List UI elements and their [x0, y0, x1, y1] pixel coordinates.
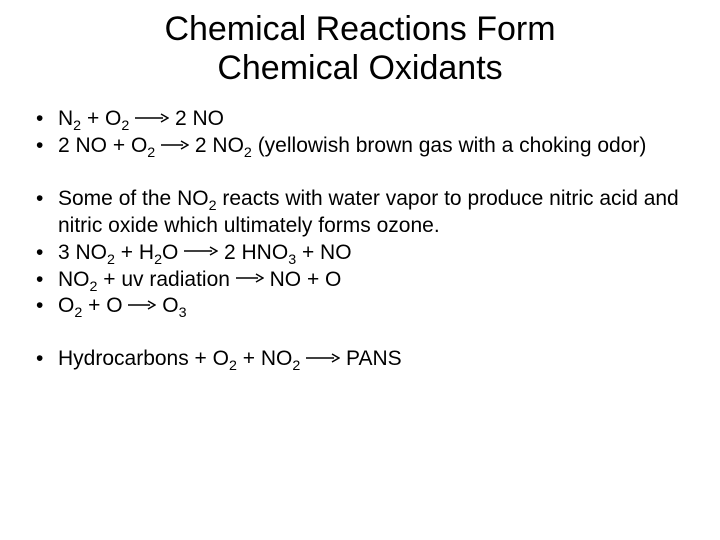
- bullet-group-1: N2 + O2 2 NO2 NO + O2 2 NO2 (yellowish b…: [30, 106, 690, 160]
- arrow-icon: [128, 300, 156, 310]
- subscript: 2: [73, 118, 81, 134]
- subscript: 2: [292, 359, 300, 375]
- bullet-item: O2 + O O3: [30, 293, 690, 320]
- arrow-icon: [135, 113, 169, 123]
- title-line-2: Chemical Oxidants: [217, 49, 502, 87]
- arrow-icon: [236, 273, 264, 283]
- spacer: [30, 160, 690, 186]
- bullet-group-2: Some of the NO2 reacts with water vapor …: [30, 186, 690, 320]
- arrow-icon: [184, 246, 218, 256]
- bullet-group-3: Hydrocarbons + O2 + NO2 PANS: [30, 346, 690, 373]
- bullet-item: Some of the NO2 reacts with water vapor …: [30, 186, 690, 240]
- title-line-1: Chemical Reactions Form: [164, 10, 555, 48]
- subscript: 2: [154, 252, 162, 268]
- subscript: 2: [147, 145, 155, 161]
- subscript: 2: [90, 279, 98, 295]
- bullet-item: NO2 + uv radiation NO + O: [30, 267, 690, 294]
- subscript: 2: [121, 118, 129, 134]
- slide: Chemical Reactions Form Chemical Oxidant…: [0, 0, 720, 540]
- bullet-item: Hydrocarbons + O2 + NO2 PANS: [30, 346, 690, 373]
- spacer: [30, 320, 690, 346]
- bullet-item: 2 NO + O2 2 NO2 (yellowish brown gas wit…: [30, 133, 690, 160]
- subscript: 2: [244, 145, 252, 161]
- subscript: 2: [209, 198, 217, 214]
- bullet-item: N2 + O2 2 NO: [30, 106, 690, 133]
- slide-title: Chemical Reactions Form Chemical Oxidant…: [30, 10, 690, 88]
- subscript: 2: [229, 359, 237, 375]
- subscript: 3: [288, 252, 296, 268]
- subscript: 2: [107, 252, 115, 268]
- subscript: 3: [179, 306, 187, 322]
- subscript: 2: [74, 306, 82, 322]
- arrow-icon: [306, 353, 340, 363]
- bullet-item: 3 NO2 + H2O 2 HNO3 + NO: [30, 240, 690, 267]
- arrow-icon: [161, 140, 189, 150]
